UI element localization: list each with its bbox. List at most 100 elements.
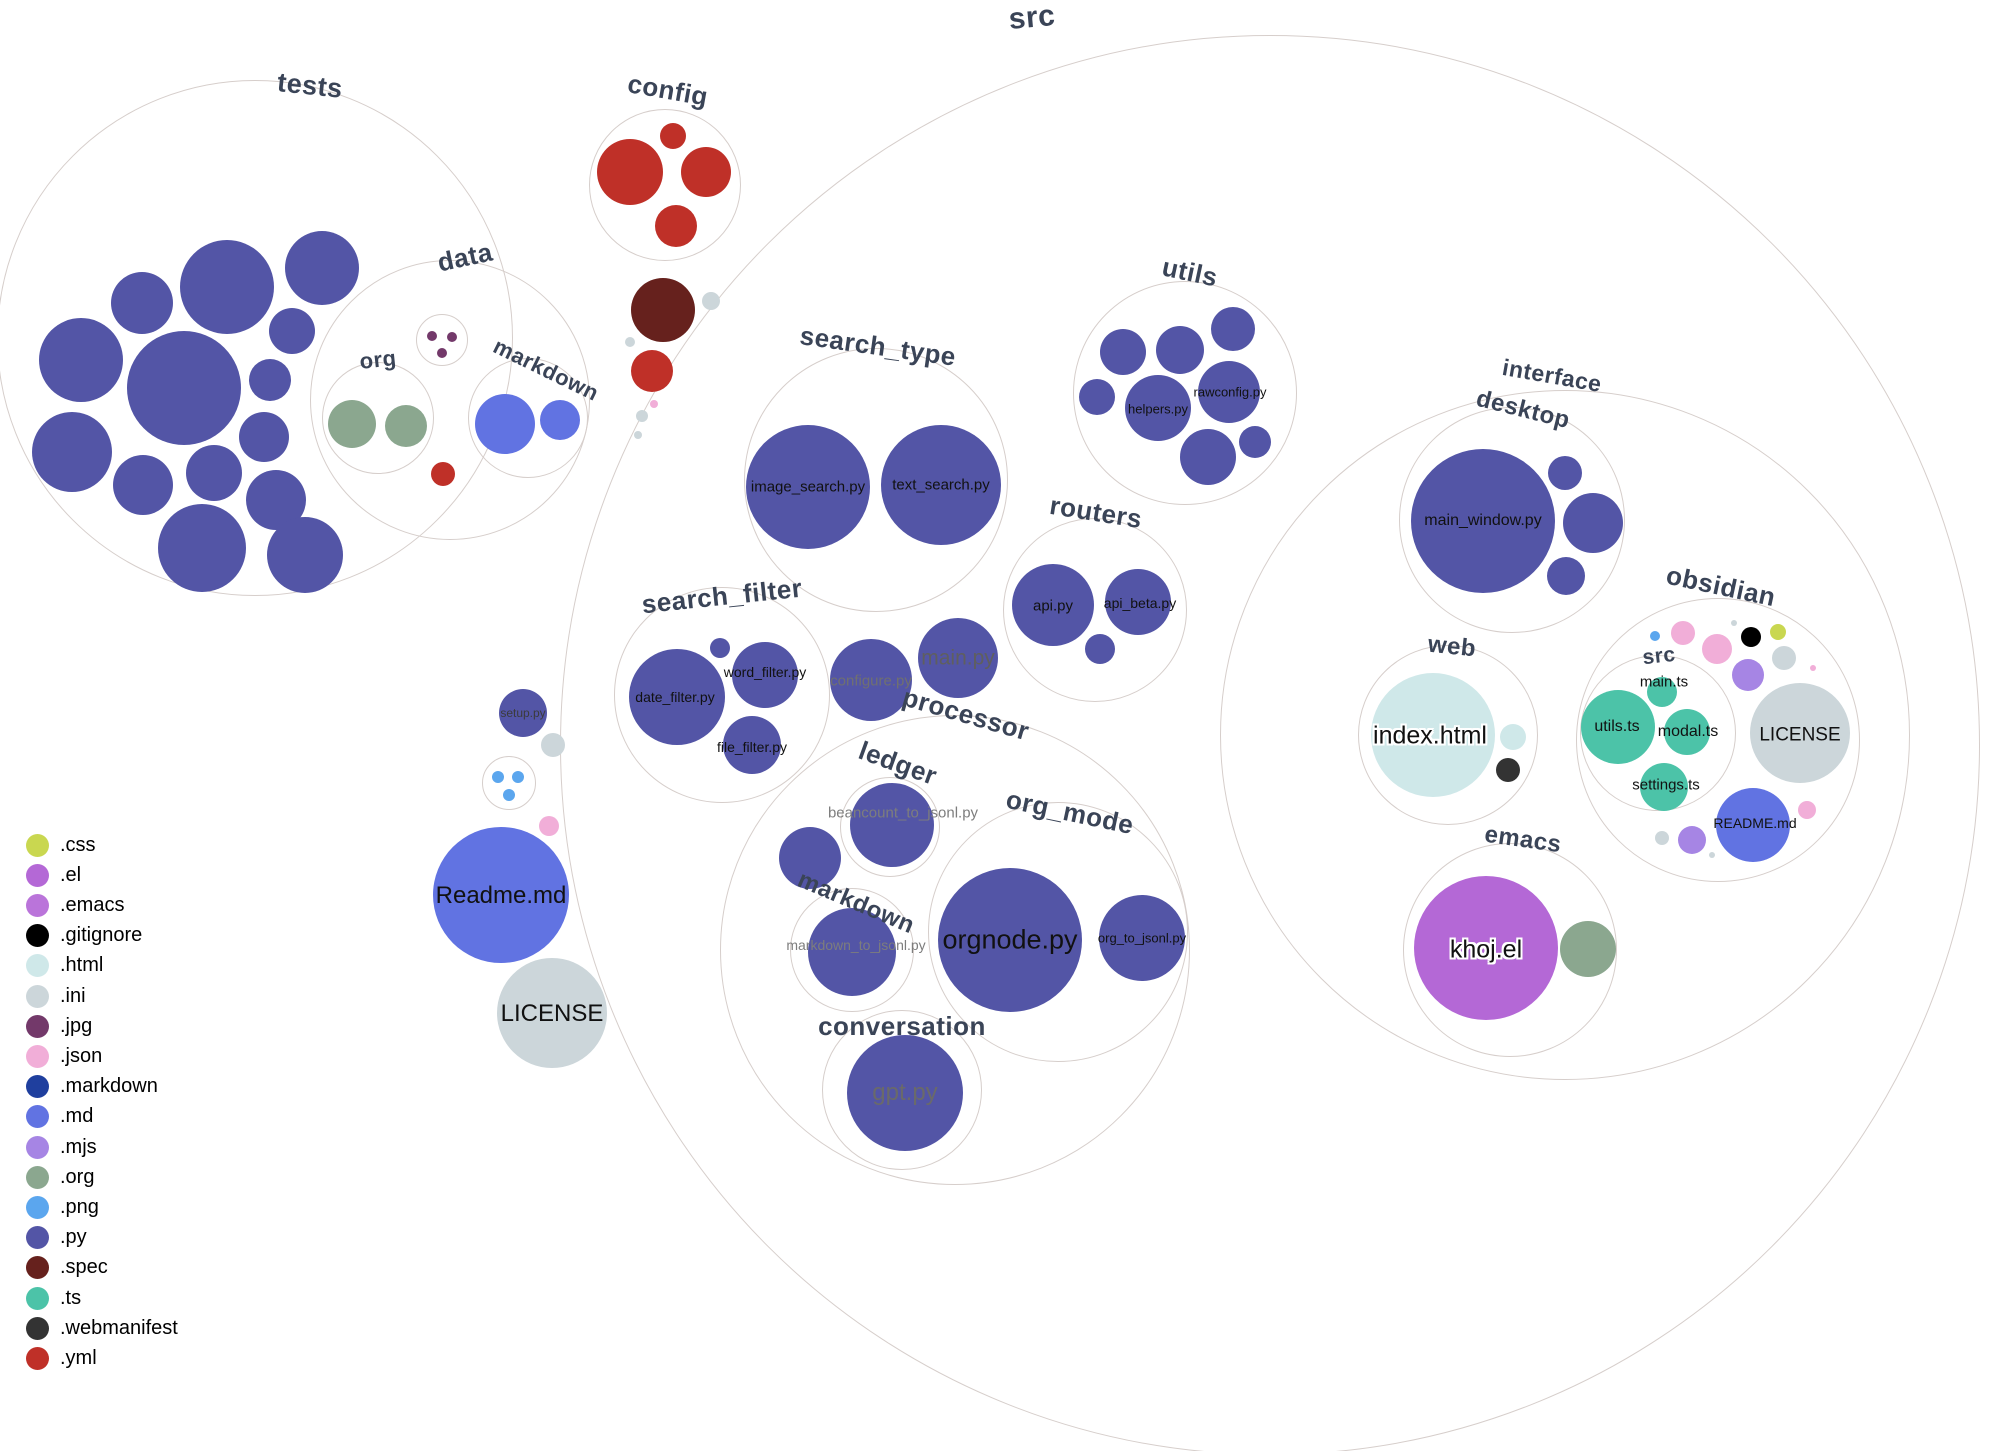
legend-item-el: .el xyxy=(26,862,81,888)
tests-py-1 xyxy=(111,272,173,334)
conversation-folder-label: conversation xyxy=(818,1011,986,1041)
file-word-filter-py xyxy=(732,642,798,708)
web-html-1 xyxy=(1500,724,1526,750)
file-main-ts xyxy=(1647,677,1677,707)
legend-label-png: .png xyxy=(60,1195,99,1218)
tests-py-11 xyxy=(186,445,242,501)
file-rawconfig-py xyxy=(1198,361,1260,423)
emacs-org-1 xyxy=(1560,921,1616,977)
emacs-folder xyxy=(1403,843,1617,1057)
file-text-search-py-label: text_search.py xyxy=(892,476,990,494)
tests-py-2 xyxy=(180,240,274,334)
legend-swatch-css xyxy=(26,833,49,857)
utils-py-5 xyxy=(1180,429,1236,485)
routers-py-1 xyxy=(1085,634,1115,664)
file-api-beta-py xyxy=(1105,569,1171,635)
legend-swatch-yml xyxy=(26,1346,49,1370)
obsidian-gitignore xyxy=(1741,627,1761,647)
src-folder-label: src xyxy=(1007,0,1057,36)
obsidian-folder xyxy=(1576,598,1860,882)
root-json-2 xyxy=(539,816,559,836)
root-ini-1 xyxy=(702,292,720,310)
legend-item-ini: .ini xyxy=(26,983,86,1009)
search-filter-folder xyxy=(614,587,830,803)
file-configure-py xyxy=(830,639,912,721)
file-modal-ts-label: modal.ts xyxy=(1657,723,1719,740)
data-md-2 xyxy=(540,400,580,440)
legend-label-emacs: .emacs xyxy=(60,893,125,916)
file-text-search-py xyxy=(881,425,1001,545)
config-folder xyxy=(589,109,741,261)
file-rawconfig-py-label: rawconfig.py xyxy=(1193,384,1267,400)
legend-item-json: .json xyxy=(26,1043,102,1069)
file-main-window-py xyxy=(1411,449,1555,593)
obsidian-mjs-2 xyxy=(1678,826,1706,854)
legend-item-markdown: .markdown xyxy=(26,1074,158,1100)
processor-markdown-folder xyxy=(790,888,914,1012)
legend-swatch-spec xyxy=(26,1256,49,1280)
file-api-py xyxy=(1012,564,1094,646)
tests-py-5 xyxy=(39,318,123,402)
file-image-search-py xyxy=(746,425,870,549)
data-org-file-1 xyxy=(328,400,376,448)
tests-py-6 xyxy=(127,331,241,445)
file-main-py xyxy=(918,618,998,698)
legend-swatch-el xyxy=(26,863,49,887)
obsidian-png-1 xyxy=(1650,631,1660,641)
legend-swatch-gitignore xyxy=(26,924,49,948)
obsidian-json-2 xyxy=(1702,634,1732,664)
obsidian-mjs-1 xyxy=(1732,659,1764,691)
legend-label-ts: .ts xyxy=(60,1286,82,1309)
file-api-beta-py-label: api_beta.py xyxy=(1103,595,1177,611)
data-org-folder xyxy=(322,362,434,474)
file-readme-md-root-label: Readme.md xyxy=(435,882,567,909)
file-helpers-py-label: helpers.py xyxy=(1128,401,1188,417)
processor-folder xyxy=(720,715,1190,1185)
file-org-to-jsonl-py-label: org_to_jsonl.py xyxy=(1097,930,1187,946)
legend-swatch-webmanifest xyxy=(26,1316,49,1340)
tests-py-3 xyxy=(285,231,359,305)
utils-py-2 xyxy=(1156,326,1204,374)
file-main-ts-label: main.ts xyxy=(1639,673,1689,691)
legend-swatch-jpg xyxy=(26,1014,49,1038)
legend-item-webmanifest: .webmanifest xyxy=(26,1315,178,1341)
file-readme-md-root xyxy=(433,827,569,963)
legend-item-ts: .ts xyxy=(26,1285,81,1311)
search-filter-py-1 xyxy=(710,638,730,658)
file-date-filter-py xyxy=(629,649,725,745)
desktop-py-2 xyxy=(1563,493,1623,553)
legend-swatch-ini xyxy=(26,984,49,1008)
file-orgnode-py-label: orgnode.py xyxy=(942,924,1078,955)
file-readme-md-obsidian xyxy=(1716,788,1790,862)
root-json-1 xyxy=(650,400,658,408)
obsidian-json-1 xyxy=(1671,621,1695,645)
desktop-py-1 xyxy=(1548,456,1582,490)
legend-swatch-emacs xyxy=(26,893,49,917)
legend-swatch-md xyxy=(26,1105,49,1129)
file-file-filter-py-label: file_filter.py xyxy=(716,739,788,755)
legend-label-md: .md xyxy=(60,1105,94,1128)
legend-swatch-mjs xyxy=(26,1135,49,1159)
legend-label-json: .json xyxy=(60,1044,103,1067)
org-mode-folder xyxy=(928,802,1188,1062)
tests-py-10 xyxy=(113,455,173,515)
file-setup-py xyxy=(499,689,547,737)
file-file-filter-py xyxy=(723,716,781,774)
data-jpg-1 xyxy=(427,331,437,341)
file-org-to-jsonl-py xyxy=(1099,895,1185,981)
file-gpt-py xyxy=(847,1035,963,1151)
legend-item-spec: .spec xyxy=(26,1255,108,1281)
legend-label-org: .org xyxy=(60,1165,95,1188)
legend-label-ini: .ini xyxy=(60,984,86,1007)
tests-py-9 xyxy=(32,412,112,492)
file-api-py-label: api.py xyxy=(1032,597,1074,615)
root-spec-file xyxy=(631,278,695,342)
web-folder xyxy=(1358,645,1538,825)
data-folder xyxy=(310,260,590,540)
root-png-2 xyxy=(512,771,524,783)
config-yml-1 xyxy=(597,139,663,205)
file-license-obsidian-label: LICENSE xyxy=(1759,724,1841,746)
file-markdown-to-jsonl-py-label: markdown_to_jsonl.py xyxy=(786,937,926,953)
legend-item-md: .md xyxy=(26,1104,93,1130)
